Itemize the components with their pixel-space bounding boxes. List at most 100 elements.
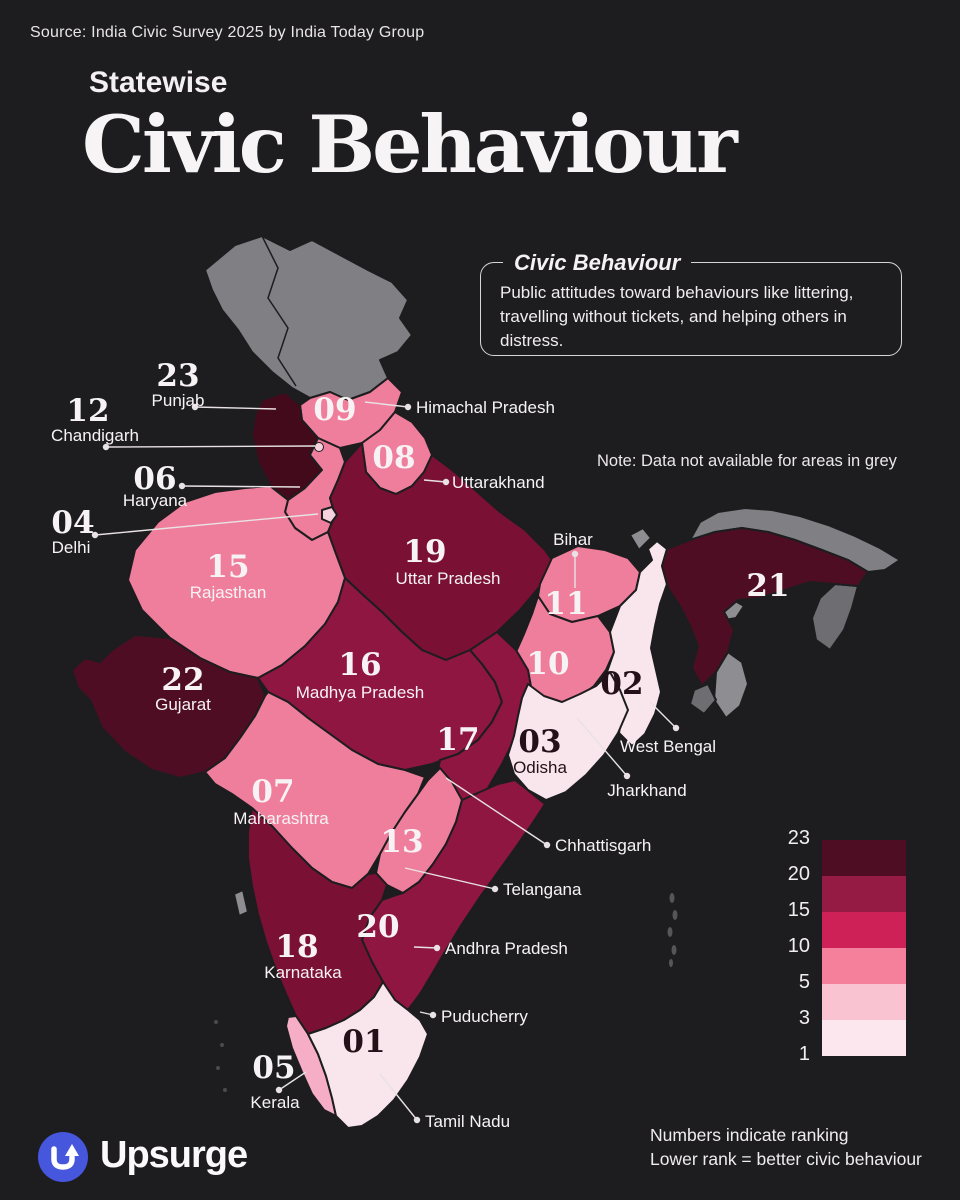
leader-uttarakhand bbox=[423, 479, 447, 483]
rank-kerala: 05 bbox=[252, 1050, 295, 1086]
name-karnataka: Karnataka bbox=[264, 963, 342, 982]
rank-delhi: 04 bbox=[51, 505, 94, 541]
rank-uttar-pradesh: 19 bbox=[403, 534, 446, 570]
name-andhra: Andhra Pradesh bbox=[445, 939, 568, 958]
name-himachal: Himachal Pradesh bbox=[416, 398, 555, 417]
rank-assam: 21 bbox=[746, 568, 789, 604]
leader-himachal bbox=[364, 401, 409, 408]
name-madhya-pradesh: Madhya Pradesh bbox=[296, 683, 425, 702]
name-uttar-pradesh: Uttar Pradesh bbox=[396, 569, 501, 588]
legend-tick-23: 23 bbox=[787, 827, 810, 849]
rank-chhattisgarh: 17 bbox=[436, 722, 479, 758]
upsurge-logo-icon bbox=[38, 1132, 88, 1182]
rank-jharkhand: 10 bbox=[526, 646, 569, 682]
legend-swatch-3-5 bbox=[822, 984, 906, 1020]
rank-andhra: 20 bbox=[356, 909, 399, 945]
page-title: Civic Behaviour bbox=[82, 98, 738, 191]
rank-uttarakhand: 08 bbox=[372, 440, 415, 476]
name-chhattisgarh: Chhattisgarh bbox=[555, 836, 651, 855]
definition-body: Public attitudes toward behaviours like … bbox=[500, 283, 854, 351]
state-chandigarh bbox=[314, 442, 324, 452]
name-rajasthan: Rajasthan bbox=[190, 583, 267, 602]
legend-swatch-10-15 bbox=[822, 912, 906, 948]
footnote-line-1: Numbers indicate ranking bbox=[650, 1125, 849, 1145]
andaman-islands bbox=[667, 893, 678, 967]
rank-bihar: 11 bbox=[544, 586, 587, 622]
rank-telangana: 13 bbox=[380, 824, 423, 860]
ranking-footnote: Numbers indicate ranking Lower rank = be… bbox=[650, 1124, 922, 1171]
grey-areas-note: Note: Data not available for areas in gr… bbox=[597, 452, 897, 470]
leader-tamil-nadu bbox=[379, 1073, 418, 1121]
rank-west-bengal: 02 bbox=[600, 666, 643, 702]
leader-dots bbox=[91, 403, 680, 1124]
leader-andhra bbox=[413, 946, 438, 949]
rank-madhya-pradesh: 16 bbox=[338, 647, 381, 683]
leader-kerala bbox=[278, 1071, 307, 1091]
name-puducherry: Puducherry bbox=[441, 1007, 528, 1026]
name-chandigarh: Chandigarh bbox=[51, 426, 139, 445]
name-punjab: Punjab bbox=[152, 391, 205, 410]
state-assam bbox=[661, 527, 869, 687]
definition-heading: Civic Behaviour bbox=[503, 247, 692, 279]
source-line: Source: India Civic Survey 2025 by India… bbox=[30, 24, 425, 41]
name-gujarat: Gujarat bbox=[155, 695, 211, 714]
name-odisha: Odisha bbox=[513, 758, 567, 777]
state-jammu-kashmir-ladakh bbox=[204, 235, 413, 401]
name-kerala: Kerala bbox=[250, 1093, 300, 1112]
rank-odisha: 03 bbox=[518, 724, 561, 760]
state-mizoram bbox=[713, 651, 749, 719]
rank-tamil-nadu: 01 bbox=[342, 1024, 385, 1060]
name-uttarakhand: Uttarakhand bbox=[452, 473, 545, 492]
footnote-line-2: Lower rank = better civic behaviour bbox=[650, 1148, 922, 1169]
rank-himachal: 09 bbox=[313, 392, 356, 428]
definition-box: Civic Behaviour Public attitudes toward … bbox=[480, 247, 902, 356]
legend-tick-5: 5 bbox=[798, 971, 810, 993]
title-kicker: Statewise bbox=[89, 66, 228, 99]
legend-swatch-1-3 bbox=[822, 1020, 906, 1056]
rank-karnataka: 18 bbox=[275, 929, 318, 965]
state-delhi bbox=[321, 506, 338, 524]
name-maharashtra: Maharashtra bbox=[233, 809, 329, 828]
rank-maharashtra: 07 bbox=[251, 774, 294, 810]
legend-tick-20: 20 bbox=[787, 863, 810, 885]
legend-tick-15: 15 bbox=[787, 899, 810, 921]
leader-chandigarh bbox=[105, 445, 316, 448]
rank-gujarat: 22 bbox=[161, 662, 204, 698]
legend-color-scale bbox=[822, 840, 906, 1056]
legend-tick-3: 3 bbox=[798, 1007, 810, 1029]
leader-chhattisgarh bbox=[445, 777, 548, 846]
legend-swatch-20-23 bbox=[822, 840, 906, 876]
name-delhi: Delhi bbox=[52, 538, 91, 557]
name-west-bengal: West Bengal bbox=[620, 737, 716, 756]
rank-chandigarh: 12 bbox=[66, 393, 109, 429]
state-gujarat bbox=[71, 634, 266, 779]
leader-haryana bbox=[181, 485, 301, 488]
name-bihar: Bihar bbox=[553, 530, 593, 549]
rank-punjab: 23 bbox=[156, 358, 199, 394]
leader-telangana bbox=[404, 867, 496, 890]
border-jk-ladakh bbox=[261, 235, 297, 387]
name-telangana: Telangana bbox=[503, 880, 582, 899]
legend-swatch-5-10 bbox=[822, 948, 906, 984]
brand-name: Upsurge bbox=[100, 1134, 248, 1176]
leader-lines bbox=[94, 401, 677, 1121]
legend-swatch-15-20 bbox=[822, 876, 906, 912]
legend-tick-10: 10 bbox=[787, 935, 810, 957]
leader-punjab bbox=[194, 406, 277, 410]
leader-west-bengal bbox=[649, 701, 677, 729]
state-odisha bbox=[507, 671, 629, 801]
leader-delhi bbox=[94, 513, 319, 536]
state-sikkim bbox=[629, 527, 652, 551]
rank-rajasthan: 15 bbox=[206, 549, 249, 585]
lakshadweep-islands bbox=[214, 1020, 227, 1092]
rank-haryana: 06 bbox=[133, 461, 176, 497]
name-jharkhand: Jharkhand bbox=[607, 781, 686, 800]
name-haryana: Haryana bbox=[123, 491, 188, 510]
state-tripura bbox=[689, 683, 717, 715]
state-tamil-nadu bbox=[307, 981, 429, 1129]
state-andhra-pradesh bbox=[361, 779, 546, 1011]
name-tamil-nadu: Tamil Nadu bbox=[425, 1112, 510, 1131]
legend-tick-1: 1 bbox=[798, 1043, 810, 1065]
